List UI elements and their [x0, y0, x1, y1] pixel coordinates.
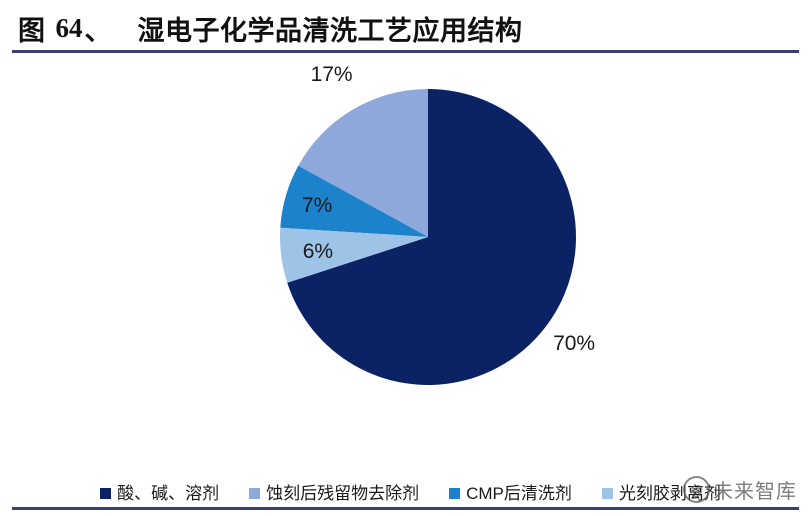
pie-slice-label: 70% — [553, 332, 595, 355]
pie-label-group: 70% 17% 7% 6% — [302, 63, 595, 355]
legend-label: 光刻胶剥离剂 — [618, 484, 721, 503]
legend-swatch-icon — [449, 488, 461, 499]
pie-slice-label: 7% — [302, 194, 332, 217]
legend-label: 蚀刻后残留物去除剂 — [266, 484, 420, 503]
pie-slice[interactable] — [287, 89, 576, 385]
page-title: 湿电子化学品清洗工艺应用结构 — [137, 15, 523, 46]
legend-item[interactable]: 蚀刻后残留物去除剂 — [249, 485, 419, 502]
figure-label: 图 — [18, 15, 46, 46]
legend-swatch-icon — [100, 488, 112, 499]
chart-legend: 酸、碱、溶剂 蚀刻后残留物去除剂 CMP后清洗剂 光刻胶剥离剂 — [0, 485, 811, 502]
figure-title-bar: 图 64 、 湿电子化学品清洗工艺应用结构 — [0, 6, 811, 50]
pie-slice-group — [279, 89, 576, 385]
legend-label: 酸、碱、溶剂 — [117, 484, 220, 503]
pie-slice[interactable] — [279, 227, 428, 283]
legend-item[interactable]: 酸、碱、溶剂 — [100, 485, 219, 502]
pie-slice[interactable] — [298, 89, 428, 237]
footer-divider — [12, 507, 799, 510]
figure-number: 64 — [55, 12, 83, 43]
title-divider — [12, 50, 799, 53]
pie-slice[interactable] — [280, 165, 428, 237]
pie-chart-svg: 70% 17% 7% 6% — [279, 63, 595, 385]
legend-item[interactable]: 光刻胶剥离剂 — [601, 484, 721, 503]
legend-swatch-icon — [601, 488, 613, 499]
figure-separator: 、 — [84, 15, 112, 46]
pie-chart: 70% 17% 7% 6% — [0, 56, 811, 456]
legend-item[interactable]: CMP后清洗剂 — [449, 485, 572, 502]
legend-label: CMP后清洗剂 — [466, 484, 572, 503]
legend-swatch-icon — [249, 488, 261, 499]
pie-slice-label: 6% — [303, 240, 333, 263]
pie-slice-label: 17% — [311, 63, 353, 86]
